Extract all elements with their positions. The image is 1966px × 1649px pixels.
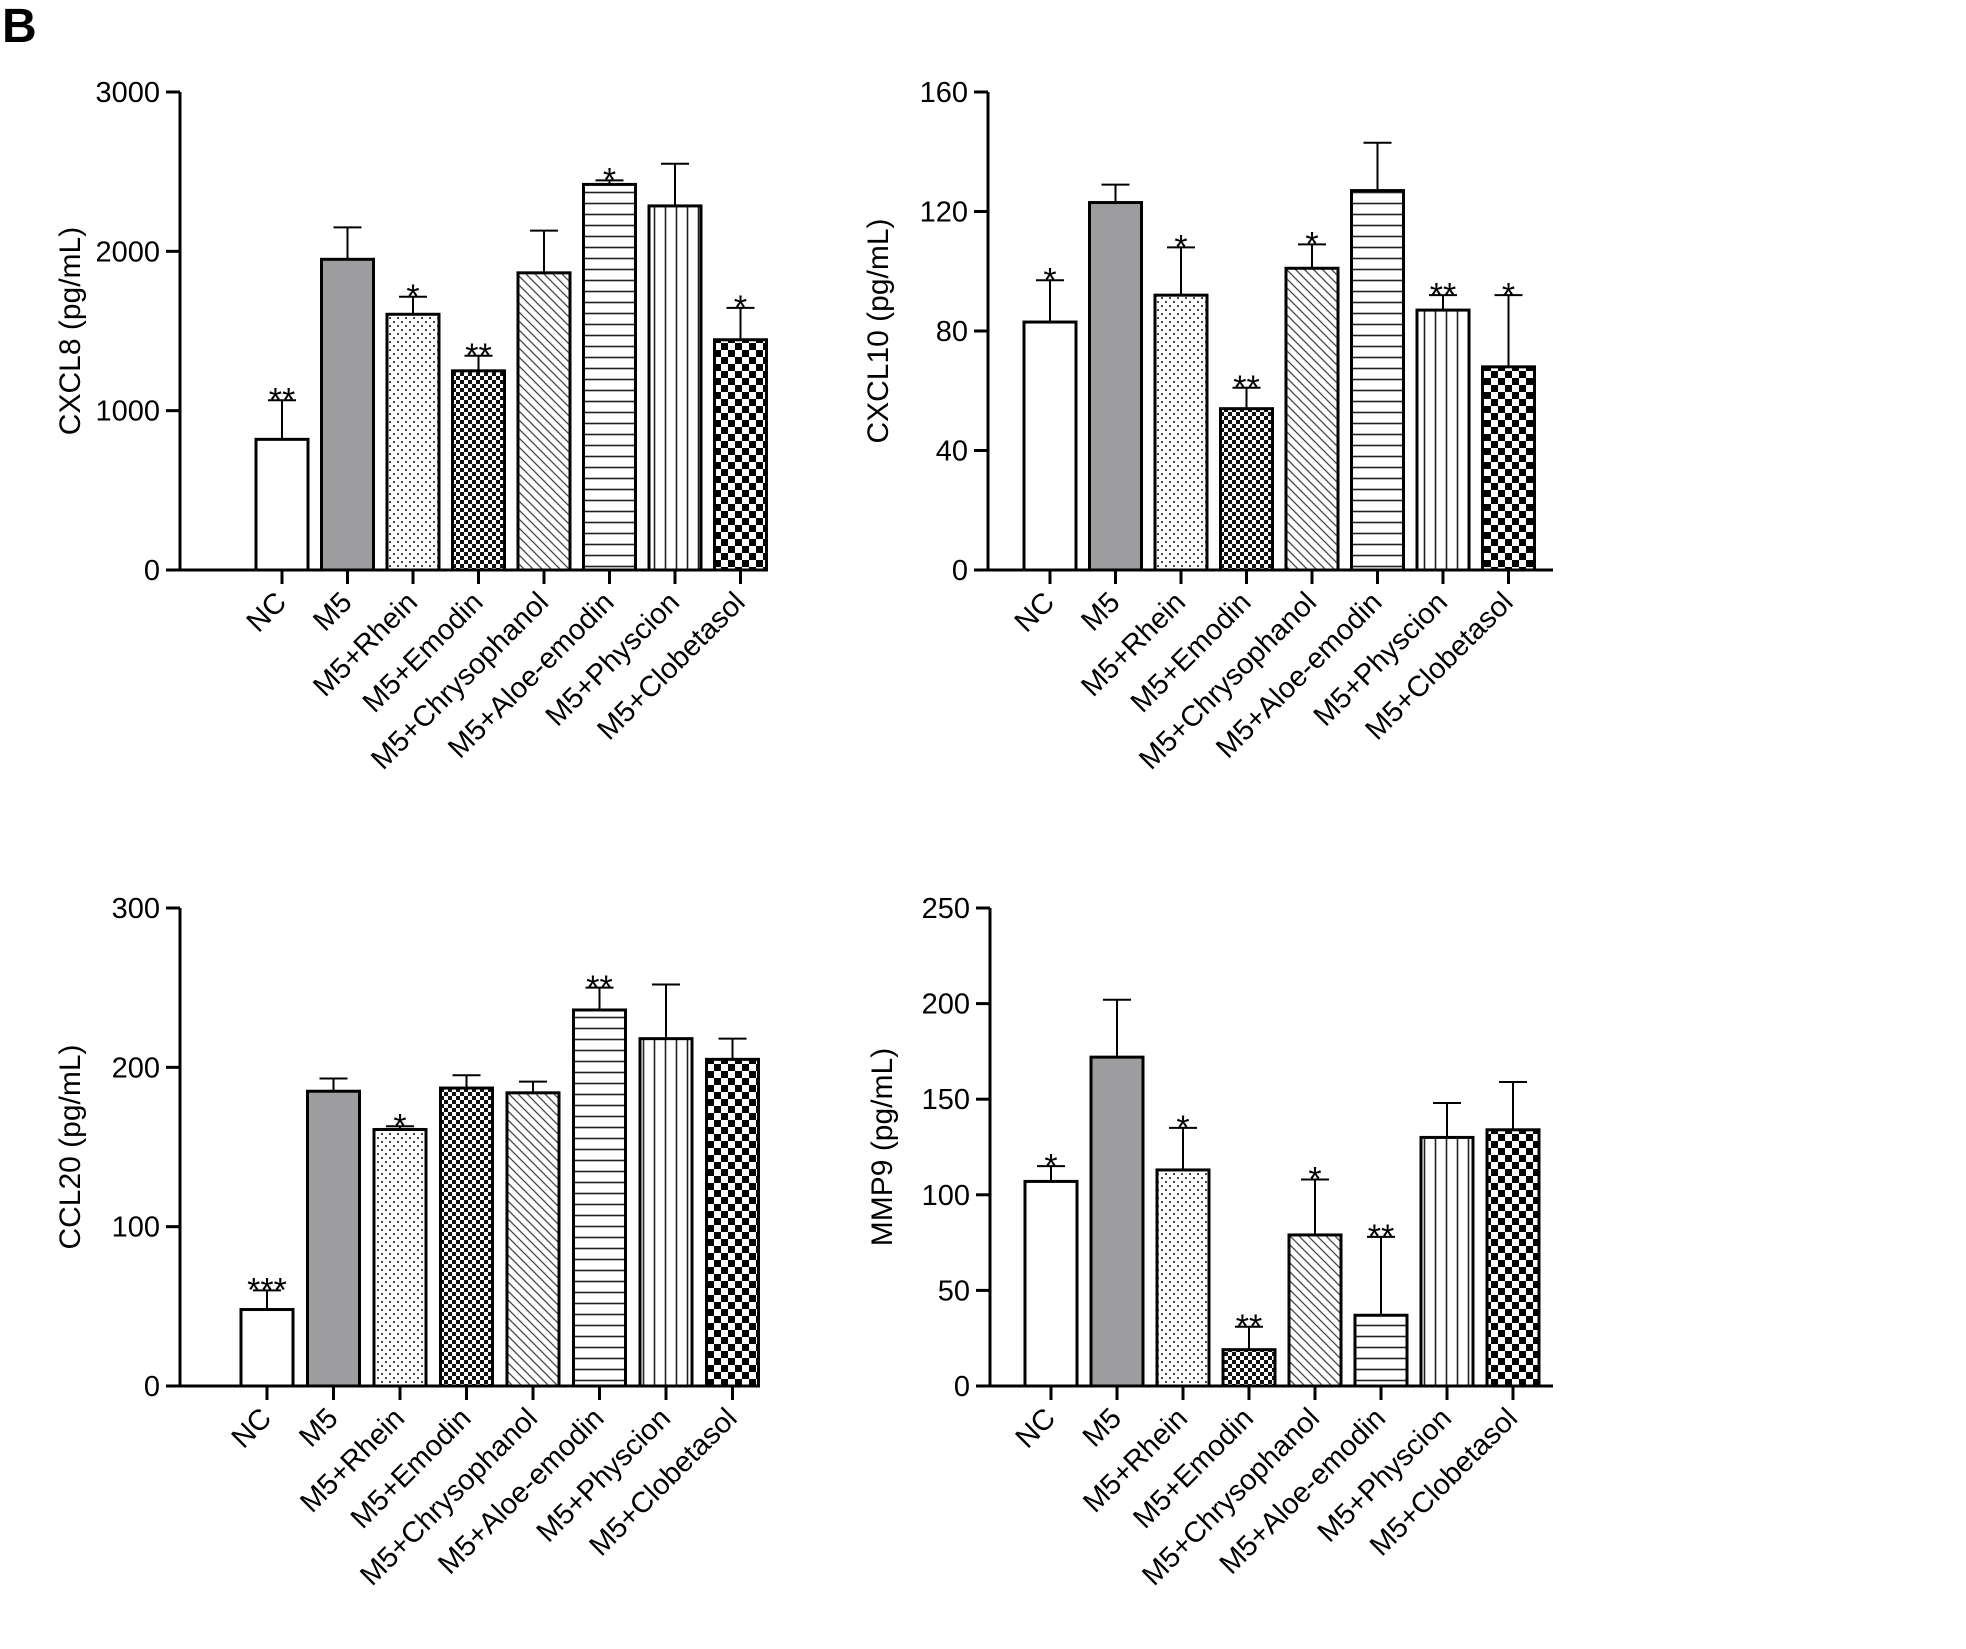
significance-label: *: [603, 162, 616, 200]
bar-nc: [239, 1308, 295, 1388]
significance-label: *: [1308, 1161, 1321, 1199]
y-axis-title: CXCL10 (pg/mL): [862, 218, 895, 443]
significance-label: **: [1233, 369, 1259, 407]
bar-m5-rhein: [372, 1127, 428, 1388]
y-tick-label: 0: [952, 555, 968, 587]
bar-m5-physcion: [647, 204, 703, 572]
y-tick-label: 0: [144, 1371, 160, 1403]
significance-label: **: [1430, 276, 1456, 314]
significance-label: *: [1043, 261, 1056, 299]
x-tick-label: NC: [226, 1402, 278, 1454]
bar-m5-aloe-emodin: [1353, 1313, 1409, 1388]
y-tick-label: 150: [922, 1084, 970, 1116]
bar-m5-chrysophanol: [516, 271, 572, 572]
bar-m5-physcion: [1415, 308, 1471, 572]
x-tick-label: NC: [241, 586, 293, 638]
x-tick-label: M5: [1077, 1402, 1128, 1453]
y-tick-label: 0: [144, 555, 160, 587]
bar-m5: [1089, 1055, 1145, 1388]
bar-m5-clobetasol: [713, 338, 768, 572]
x-tick-label: M5: [293, 1402, 344, 1453]
bar-nc: [1023, 1179, 1079, 1388]
y-tick-label: 300: [112, 893, 160, 925]
significance-label: **: [465, 337, 491, 375]
y-tick-label: 100: [922, 1180, 970, 1212]
significance-label: *: [1174, 229, 1187, 267]
y-tick-label: 80: [936, 316, 968, 348]
y-axis-title: CCL20 (pg/mL): [54, 1044, 87, 1249]
significance-label: *: [734, 289, 747, 327]
bar-m5-chrysophanol: [505, 1091, 561, 1388]
bar-m5-emodin: [1219, 407, 1274, 572]
bar-m5-rhein: [385, 312, 441, 572]
bar-m5-aloe-emodin: [582, 182, 637, 572]
significance-label: *: [393, 1107, 406, 1145]
significance-label: ***: [247, 1272, 287, 1310]
panel-letter: B: [2, 0, 37, 53]
significance-label: *: [1502, 276, 1515, 314]
y-tick-label: 100: [112, 1212, 160, 1244]
x-tick-label: M5: [307, 586, 358, 637]
bar-m5-physcion: [638, 1037, 694, 1388]
bar-m5-aloe-emodin: [1350, 189, 1405, 572]
y-tick-label: 200: [112, 1052, 160, 1084]
bar-m5: [1088, 201, 1143, 572]
bar-m5-rhein: [1155, 1168, 1211, 1388]
bar-m5-emodin: [1221, 1348, 1277, 1388]
significance-label: **: [1368, 1218, 1394, 1256]
x-tick-label: NC: [1009, 586, 1061, 638]
x-tick-label: M5: [1075, 586, 1126, 637]
bar-m5: [320, 257, 375, 572]
y-tick-label: 50: [938, 1275, 970, 1307]
y-tick-label: 160: [920, 77, 968, 109]
bar-m5-physcion: [1419, 1135, 1475, 1388]
significance-label: **: [1236, 1308, 1262, 1346]
significance-label: *: [1176, 1109, 1189, 1147]
significance-label: **: [586, 969, 612, 1007]
bar-m5-clobetasol: [1485, 1128, 1541, 1388]
y-tick-label: 3000: [95, 77, 160, 109]
bar-m5-chrysophanol: [1284, 266, 1340, 572]
bar-m5: [306, 1089, 361, 1388]
bar-m5-rhein: [1153, 293, 1209, 572]
bar-m5-clobetasol: [705, 1057, 760, 1388]
y-tick-label: 250: [922, 893, 970, 925]
bar-m5-emodin: [439, 1086, 494, 1388]
bar-nc: [254, 437, 310, 572]
y-tick-label: 0: [954, 1371, 970, 1403]
bar-m5-emodin: [451, 369, 506, 572]
bar-m5-chrysophanol: [1287, 1233, 1343, 1388]
significance-label: *: [406, 278, 419, 316]
bar-m5-aloe-emodin: [572, 1008, 627, 1388]
significance-label: *: [1305, 226, 1318, 264]
x-tick-label: NC: [1010, 1402, 1062, 1454]
y-axis-title: MMP9 (pg/mL): [866, 1048, 899, 1246]
y-tick-label: 40: [936, 436, 968, 468]
y-axis-title: CXCL8 (pg/mL): [54, 227, 87, 435]
significance-label: **: [269, 382, 295, 420]
y-tick-label: 200: [922, 989, 970, 1021]
significance-label: *: [1044, 1147, 1057, 1185]
y-tick-label: 2000: [95, 236, 160, 268]
y-tick-label: 1000: [95, 396, 160, 428]
bar-nc: [1022, 320, 1078, 572]
y-tick-label: 120: [920, 197, 968, 229]
bar-m5-clobetasol: [1481, 365, 1536, 572]
